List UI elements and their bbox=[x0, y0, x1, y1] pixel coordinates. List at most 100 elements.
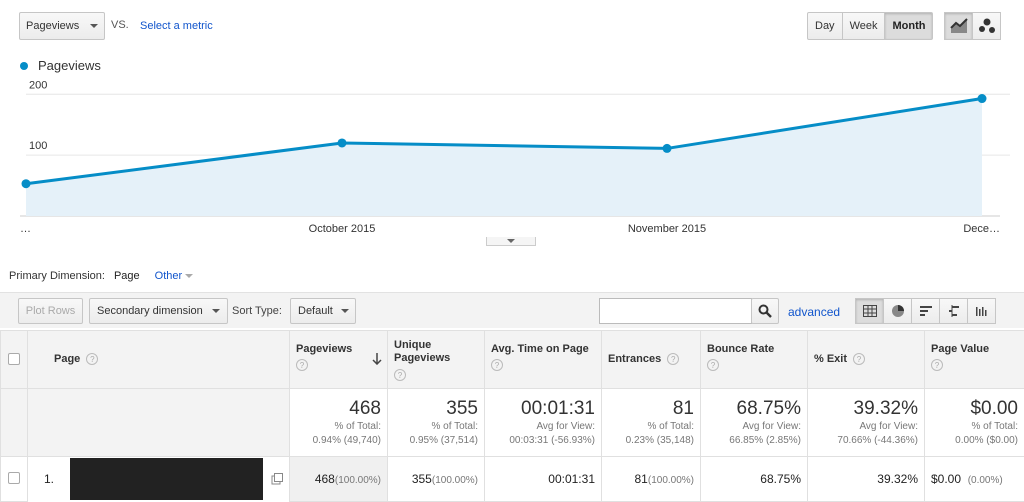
legend-dot-icon bbox=[20, 61, 28, 70]
search-button[interactable] bbox=[751, 298, 779, 324]
select-metric-link[interactable]: Select a metric bbox=[140, 20, 213, 32]
header-entrances[interactable]: Entrances? bbox=[601, 330, 701, 389]
help-icon[interactable]: ? bbox=[931, 359, 943, 371]
total-caption: % of Total: bbox=[431, 421, 478, 432]
chevron-down-icon bbox=[185, 274, 194, 278]
chart-collapse-handle[interactable] bbox=[486, 237, 536, 246]
primary-dimension-page[interactable]: Page bbox=[113, 270, 140, 282]
metric-select[interactable]: Pageviews bbox=[19, 12, 105, 40]
total-detail: 00:03:31 (-56.93%) bbox=[509, 435, 595, 446]
help-icon[interactable]: ? bbox=[667, 353, 680, 366]
select-all-checkbox[interactable] bbox=[8, 353, 20, 365]
cell-value: 468 bbox=[314, 472, 335, 486]
total-detail: 0.00% ($0.00) bbox=[955, 435, 1018, 446]
total-value: 68.75% bbox=[736, 398, 801, 419]
cell-percent: (100.00%) bbox=[647, 475, 694, 486]
help-icon[interactable]: ? bbox=[296, 359, 308, 371]
total-caption: % of Total: bbox=[971, 421, 1018, 432]
x-tick-label: October 2015 bbox=[309, 223, 376, 235]
comparison-view-button[interactable] bbox=[939, 298, 968, 324]
total-value: 81 bbox=[672, 398, 694, 419]
total-detail: 0.95% (37,514) bbox=[409, 435, 478, 446]
advanced-filter-link[interactable]: advanced bbox=[788, 305, 841, 319]
row-entrances: 81(100.00%) bbox=[601, 456, 701, 502]
header-page[interactable]: Page? bbox=[27, 330, 290, 389]
x-tick-label: … bbox=[20, 223, 31, 235]
help-icon[interactable]: ? bbox=[394, 369, 406, 381]
chevron-down-icon bbox=[90, 24, 98, 28]
total-value: 39.32% bbox=[853, 398, 918, 419]
performance-view-button[interactable] bbox=[911, 298, 940, 324]
header-page-value[interactable]: Page Value? bbox=[924, 330, 1024, 389]
x-tick-label: November 2015 bbox=[628, 223, 706, 235]
secondary-dimension-select[interactable]: Secondary dimension bbox=[89, 298, 228, 324]
table-toolbar: Plot Rows Secondary dimension Sort Type:… bbox=[0, 292, 1024, 328]
table-search-input[interactable] bbox=[599, 298, 752, 324]
vs-label: VS. bbox=[111, 19, 129, 31]
cell-value: $0.00 bbox=[931, 472, 962, 486]
day-button[interactable]: Day bbox=[807, 12, 843, 40]
cell-percent: (100.00%) bbox=[334, 475, 381, 486]
data-point bbox=[977, 94, 987, 104]
help-icon[interactable]: ? bbox=[86, 353, 99, 366]
cell-value: 81 bbox=[634, 472, 648, 486]
chart-type-toggle bbox=[944, 12, 1001, 40]
series-line bbox=[25, 97, 983, 186]
totals-spacer bbox=[0, 388, 28, 457]
total-caption: Avg for View: bbox=[859, 421, 918, 432]
cell-percent: (0.00%) bbox=[967, 475, 1003, 486]
chevron-down-icon bbox=[340, 309, 349, 313]
y-tick-label: 100 bbox=[29, 140, 47, 152]
row-index: 1. bbox=[44, 472, 55, 486]
row-pageviews: 468(100.00%) bbox=[289, 456, 388, 502]
line-chart-icon bbox=[949, 18, 968, 33]
row-unique: 355(100.00%) bbox=[387, 456, 485, 502]
term-cloud-view-button[interactable] bbox=[967, 298, 996, 324]
header-pageviews-label: Pageviews bbox=[296, 343, 353, 355]
row-page-cell: 1. bbox=[28, 457, 289, 501]
month-button[interactable]: Month bbox=[884, 12, 934, 40]
pageviews-chart[interactable]: 100 200 … October 2015 November 2015 Dece… bbox=[0, 75, 1024, 240]
primary-dimension-other[interactable]: Other bbox=[155, 270, 194, 282]
y-tick-label: 200 bbox=[29, 79, 47, 91]
total-value: 00:01:31 bbox=[521, 398, 595, 419]
row-avg-time: 00:01:31 bbox=[484, 456, 602, 502]
help-icon[interactable]: ? bbox=[491, 359, 503, 371]
comparison-icon bbox=[948, 305, 959, 317]
header-avg-time[interactable]: Avg. Time on Page? bbox=[484, 330, 602, 389]
row-checkbox[interactable] bbox=[8, 472, 20, 484]
cell-value: 39.32% bbox=[877, 472, 918, 486]
total-pageviews: 468 % of Total: 0.94% (49,740) bbox=[289, 388, 388, 457]
percentage-view-button[interactable] bbox=[883, 298, 912, 324]
total-value: 355 bbox=[446, 398, 478, 419]
help-icon[interactable]: ? bbox=[853, 353, 866, 366]
header-pageviews[interactable]: Pageviews ? bbox=[289, 330, 388, 389]
header-unique-pageviews[interactable]: Unique Pageviews? bbox=[387, 330, 485, 389]
row-select-cell bbox=[0, 456, 28, 502]
sort-desc-arrow-icon bbox=[372, 353, 382, 365]
line-chart-button[interactable] bbox=[944, 12, 973, 40]
redacted-page-path[interactable] bbox=[69, 458, 264, 500]
search-icon bbox=[758, 304, 772, 318]
x-tick-label: Dece… bbox=[963, 223, 1000, 235]
table-row[interactable]: 1. 468(100.00%) 355(100.00%) 00:01:31 81… bbox=[0, 456, 1024, 502]
series-area bbox=[26, 98, 982, 216]
total-caption: Avg for View: bbox=[742, 421, 801, 432]
select-all-cell bbox=[0, 330, 28, 389]
header-exit[interactable]: % Exit? bbox=[807, 330, 925, 389]
plot-rows-button[interactable]: Plot Rows bbox=[18, 298, 83, 324]
sort-type-select[interactable]: Default bbox=[290, 298, 356, 324]
pie-chart-icon bbox=[891, 305, 904, 317]
data-view-button[interactable] bbox=[855, 298, 884, 324]
data-point bbox=[21, 179, 31, 189]
help-icon[interactable]: ? bbox=[707, 359, 719, 371]
week-button[interactable]: Week bbox=[841, 12, 886, 40]
header-bounce-rate[interactable]: Bounce Rate? bbox=[700, 330, 808, 389]
chevron-down-icon bbox=[212, 309, 220, 313]
data-table-icon bbox=[862, 305, 877, 317]
total-value: $0.00 % of Total: 0.00% ($0.00) bbox=[924, 388, 1024, 457]
open-link-icon[interactable] bbox=[271, 473, 283, 485]
row-exit: 39.32% bbox=[807, 456, 925, 502]
motion-chart-button[interactable] bbox=[972, 12, 1001, 40]
chevron-down-icon bbox=[507, 239, 515, 243]
